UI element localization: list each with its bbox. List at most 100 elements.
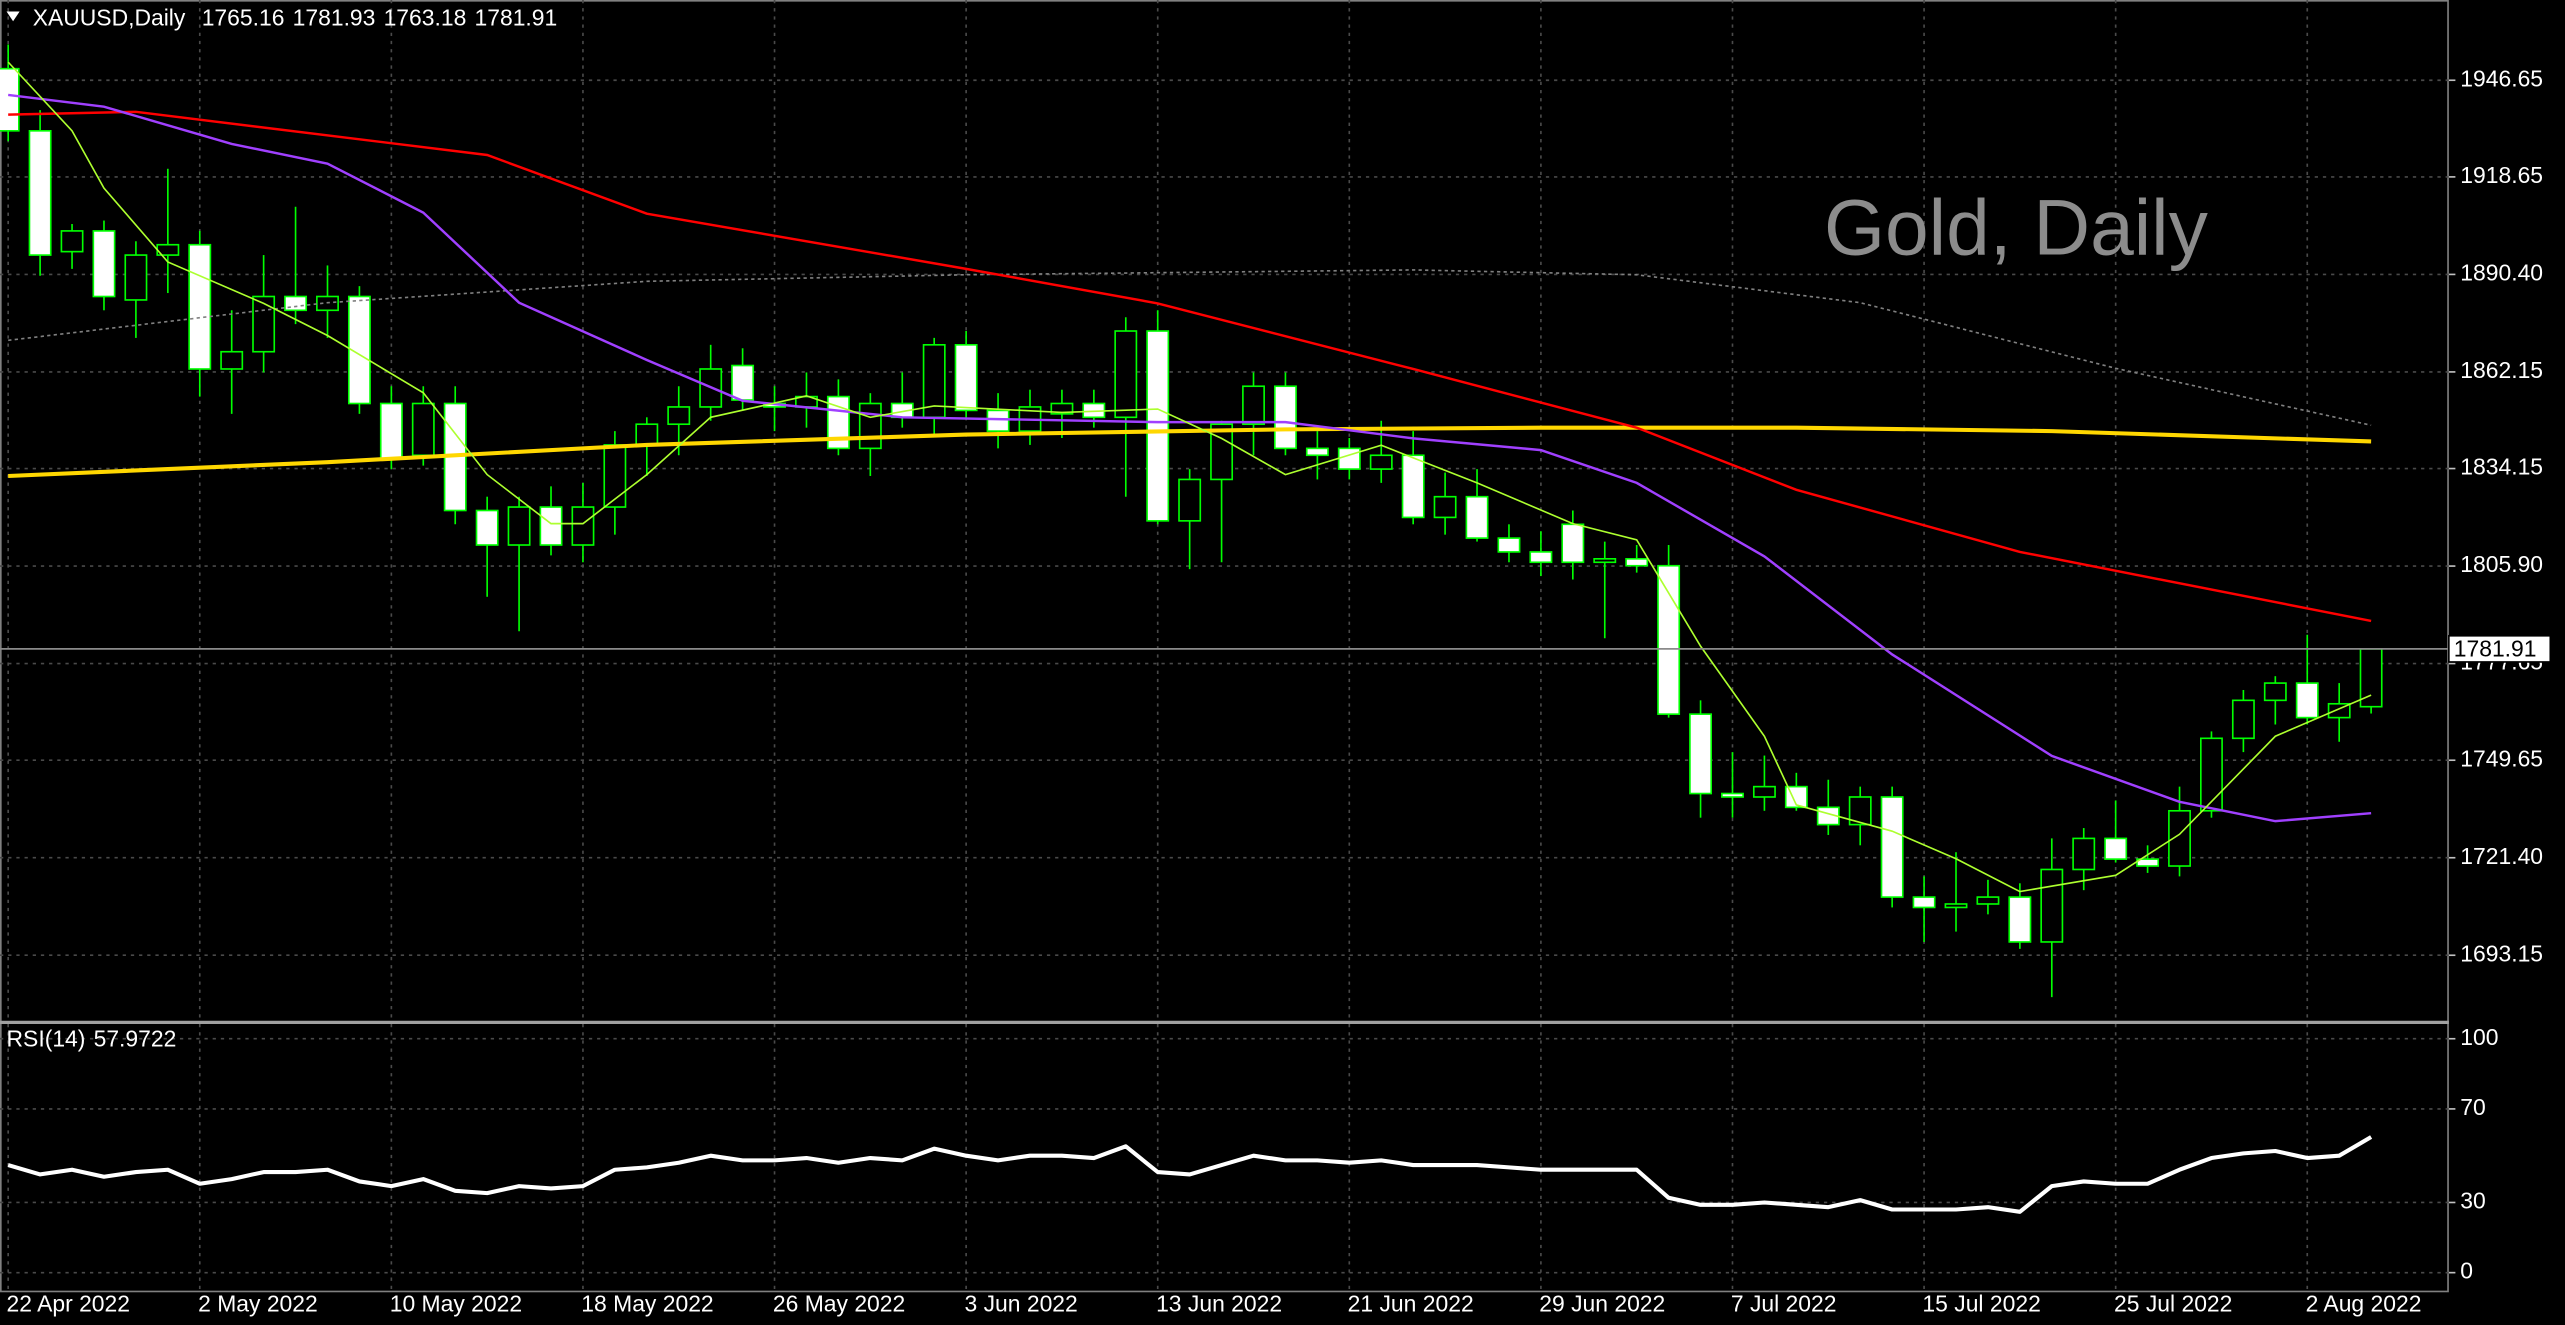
candle-body [1273, 385, 1297, 450]
candle-body [411, 402, 435, 457]
candle-body [1625, 558, 1649, 567]
candle-body [1497, 537, 1521, 553]
rsi-header: RSI(14) 57.9722 [7, 1025, 177, 1051]
candle-body [188, 243, 212, 370]
x-tick-label: 7 Jul 2022 [1731, 1290, 1837, 1316]
candle-body [347, 295, 371, 405]
candle-body [539, 506, 563, 546]
candle-body [28, 129, 52, 256]
candle-body [1178, 478, 1202, 522]
header-close: 1781.91 [475, 5, 558, 31]
candle-body [1050, 402, 1074, 415]
candle-body [954, 344, 978, 412]
menu-arrow[interactable] [6, 11, 20, 22]
y-tick-label: 1834.15 [2460, 454, 2543, 480]
y-tick-label: 100 [2460, 1024, 2498, 1050]
candle-body [0, 67, 20, 132]
candle-body [92, 230, 116, 298]
x-tick-label: 10 May 2022 [390, 1290, 522, 1316]
candle-body [2231, 699, 2255, 740]
candle-body [1305, 447, 1329, 457]
candle-body [1912, 896, 1936, 909]
moving-average [8, 425, 2372, 479]
candle-body [1210, 423, 1234, 481]
candle-body [1337, 447, 1361, 470]
candle-body [1880, 796, 1904, 898]
x-tick-label: 22 Apr 2022 [7, 1290, 130, 1316]
symbol-title: XAUUSD,Daily [33, 5, 186, 31]
watermark: Gold, Daily [1824, 184, 2209, 272]
y-tick-label: 1721.40 [2460, 843, 2543, 869]
y-tick-label: 1805.90 [2460, 551, 2543, 577]
candle-body [1529, 551, 1553, 564]
candle-body [2168, 809, 2191, 867]
candle-body [1114, 330, 1138, 419]
moving-average [8, 269, 2372, 427]
candle-body [507, 506, 531, 546]
candle-body [1401, 454, 1425, 519]
candle-body [667, 406, 691, 426]
candle-body [2200, 737, 2223, 812]
price-tag [2448, 634, 2552, 663]
y-tick-label: 1918.65 [2460, 162, 2543, 188]
candle-body [731, 364, 755, 401]
x-tick-label: 13 Jun 2022 [1156, 1290, 1282, 1316]
candle-body [1465, 495, 1489, 539]
x-tick-label: 25 Jul 2022 [2114, 1290, 2232, 1316]
price-tag-label: 1781.91 [2454, 636, 2537, 662]
candle-body [1848, 796, 1872, 826]
candle-body [379, 402, 403, 460]
candle-body [571, 506, 595, 546]
candle-body [1944, 903, 1968, 909]
x-tick-label: 2 May 2022 [198, 1290, 318, 1316]
candle-body [1752, 785, 1776, 798]
candle-body [1689, 713, 1713, 795]
x-tick-label: 3 Jun 2022 [964, 1290, 1077, 1316]
y-tick-label: 1890.40 [2460, 259, 2543, 285]
rsi-value: 57.9722 [94, 1025, 177, 1051]
header-high: 1781.93 [293, 5, 376, 31]
header: XAUUSD,Daily 1765.16 1781.93 1763.18 1781.91 [33, 5, 558, 31]
y-tick-label: 1749.65 [2460, 745, 2543, 771]
y-tick-label: 1946.65 [2460, 65, 2543, 91]
rsi-line [7, 1135, 2373, 1214]
x-tick-label: 21 Jun 2022 [1348, 1290, 1474, 1316]
y-tick-label: 1862.15 [2460, 357, 2543, 383]
candle-body [1369, 454, 1393, 470]
rsi-title: RSI(14) [7, 1025, 86, 1051]
candle-body [2295, 682, 2319, 719]
candle-body [1721, 792, 1744, 798]
x-tick-label: 15 Jul 2022 [1922, 1290, 2040, 1316]
y-tick-label: 70 [2460, 1094, 2485, 1120]
x-tick-label: 2 Aug 2022 [2306, 1290, 2422, 1316]
candle-body [1561, 523, 1585, 564]
candle-body [1146, 330, 1170, 522]
candle-body [124, 254, 148, 301]
candle-body [475, 509, 499, 546]
candle-body [2040, 868, 2064, 943]
candle-body [986, 409, 1010, 432]
candle-body [603, 444, 627, 508]
candle-body [858, 402, 882, 450]
moving-average [8, 93, 2372, 823]
candle-body [2072, 837, 2096, 871]
header-open: 1765.16 [202, 5, 285, 31]
candle-body [1976, 896, 2000, 905]
candle-body [2104, 837, 2128, 860]
candle-body [252, 295, 276, 353]
y-tick-label: 30 [2460, 1188, 2485, 1214]
candle-body [1657, 564, 1681, 715]
y-tick-label: 1693.15 [2460, 940, 2543, 966]
y-tick-label: 0 [2460, 1258, 2473, 1284]
x-tick-label: 29 Jun 2022 [1539, 1290, 1665, 1316]
header-low: 1763.18 [384, 5, 467, 31]
moving-average [7, 61, 2372, 893]
candle-body [2008, 896, 2032, 943]
candle-body [60, 230, 84, 253]
x-tick-label: 26 May 2022 [773, 1290, 905, 1316]
x-tick-label: 18 May 2022 [581, 1290, 713, 1316]
